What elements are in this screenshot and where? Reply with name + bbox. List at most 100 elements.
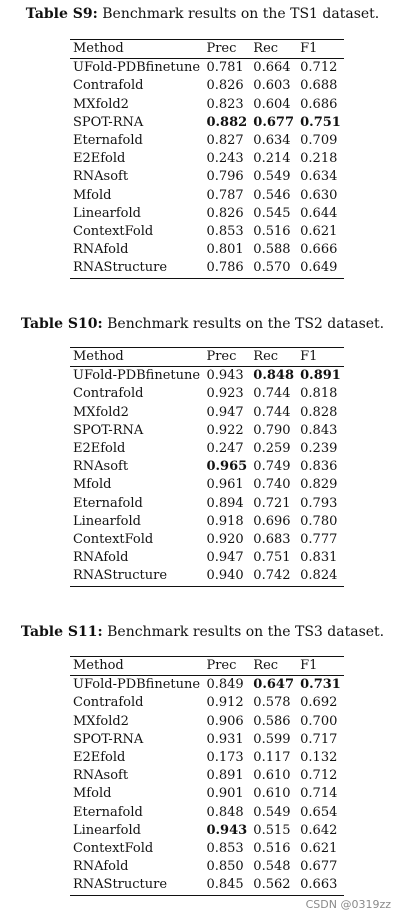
cell-prec: 0.943	[203, 822, 250, 840]
cell-f1: 0.654	[297, 804, 344, 822]
cell-prec: 0.823	[203, 96, 250, 114]
cell-method: MXfold2	[70, 713, 203, 731]
cell-f1: 0.751	[297, 114, 344, 132]
table-caption-text: Benchmark results on the TS1 dataset.	[98, 6, 379, 22]
cell-prec: 0.781	[203, 59, 250, 78]
table-row: Mfold 0.901 0.610 0.714	[70, 785, 344, 803]
table-row: RNAfold 0.850 0.548 0.677	[70, 858, 344, 876]
table-row: E2Efold 0.173 0.117 0.132	[70, 749, 344, 767]
header-method: Method	[70, 657, 203, 676]
cell-prec: 0.965	[203, 458, 250, 476]
cell-f1: 0.132	[297, 749, 344, 767]
cell-rec: 0.744	[250, 404, 297, 422]
cell-f1: 0.634	[297, 168, 344, 186]
cell-method: RNAStructure	[70, 259, 203, 278]
cell-method: Linearfold	[70, 513, 203, 531]
cell-rec: 0.749	[250, 458, 297, 476]
cell-prec: 0.801	[203, 241, 250, 259]
header-rec: Rec	[250, 348, 297, 367]
cell-f1: 0.780	[297, 513, 344, 531]
table-row: UFold-PDBfinetune 0.781 0.664 0.712	[70, 59, 344, 78]
table-row: Linearfold 0.826 0.545 0.644	[70, 205, 344, 223]
cell-method: ContextFold	[70, 840, 203, 858]
cell-method: Linearfold	[70, 822, 203, 840]
cell-method: SPOT-RNA	[70, 422, 203, 440]
cell-method: UFold-PDBfinetune	[70, 59, 203, 78]
cell-method: SPOT-RNA	[70, 114, 203, 132]
table-row: SPOT-RNA 0.931 0.599 0.717	[70, 731, 344, 749]
cell-rec: 0.562	[250, 876, 297, 895]
table-label: Table S9:	[26, 6, 98, 22]
cell-f1: 0.218	[297, 150, 344, 168]
table-row: Contrafold 0.912 0.578 0.692	[70, 694, 344, 712]
cell-method: Linearfold	[70, 205, 203, 223]
cell-f1: 0.731	[297, 676, 344, 695]
cell-prec: 0.853	[203, 840, 250, 858]
cell-f1: 0.793	[297, 495, 344, 513]
header-prec: Prec	[203, 348, 250, 367]
table-row: Mfold 0.961 0.740 0.829	[70, 476, 344, 494]
cell-prec: 0.853	[203, 223, 250, 241]
cell-f1: 0.630	[297, 187, 344, 205]
cell-f1: 0.709	[297, 132, 344, 150]
cell-rec: 0.721	[250, 495, 297, 513]
cell-rec: 0.549	[250, 804, 297, 822]
cell-f1: 0.686	[297, 96, 344, 114]
cell-prec: 0.849	[203, 676, 250, 695]
watermark: CSDN @0319zz	[306, 898, 391, 911]
table-label: Table S11:	[21, 624, 103, 640]
cell-method: RNAsoft	[70, 767, 203, 785]
table-row: UFold-PDBfinetune 0.943 0.848 0.891	[70, 367, 344, 386]
cell-f1: 0.712	[297, 59, 344, 78]
cell-rec: 0.259	[250, 440, 297, 458]
cell-prec: 0.243	[203, 150, 250, 168]
cell-rec: 0.742	[250, 567, 297, 586]
cell-rec: 0.516	[250, 840, 297, 858]
cell-prec: 0.922	[203, 422, 250, 440]
cell-prec: 0.850	[203, 858, 250, 876]
table-row: UFold-PDBfinetune 0.849 0.647 0.731	[70, 676, 344, 695]
cell-f1: 0.777	[297, 531, 344, 549]
table-row: SPOT-RNA 0.922 0.790 0.843	[70, 422, 344, 440]
cell-prec: 0.918	[203, 513, 250, 531]
cell-f1: 0.663	[297, 876, 344, 895]
cell-rec: 0.790	[250, 422, 297, 440]
cell-rec: 0.634	[250, 132, 297, 150]
cell-prec: 0.901	[203, 785, 250, 803]
table-row: Eternafold 0.848 0.549 0.654	[70, 804, 344, 822]
header-rec: Rec	[250, 40, 297, 59]
table-caption-text: Benchmark results on the TS2 dataset.	[103, 316, 384, 332]
header-method: Method	[70, 348, 203, 367]
cell-prec: 0.961	[203, 476, 250, 494]
cell-rec: 0.740	[250, 476, 297, 494]
cell-method: Contrafold	[70, 694, 203, 712]
cell-method: Contrafold	[70, 77, 203, 95]
table-row: RNAStructure 0.786 0.570 0.649	[70, 259, 344, 278]
table-row: E2Efold 0.247 0.259 0.239	[70, 440, 344, 458]
cell-method: UFold-PDBfinetune	[70, 367, 203, 386]
table-row: Contrafold 0.826 0.603 0.688	[70, 77, 344, 95]
table-row: RNAfold 0.801 0.588 0.666	[70, 241, 344, 259]
table-row: RNAsoft 0.965 0.749 0.836	[70, 458, 344, 476]
cell-rec: 0.117	[250, 749, 297, 767]
table-row: Mfold 0.787 0.546 0.630	[70, 187, 344, 205]
table-row: MXfold2 0.823 0.604 0.686	[70, 96, 344, 114]
cell-prec: 0.943	[203, 367, 250, 386]
cell-prec: 0.247	[203, 440, 250, 458]
header-prec: Prec	[203, 40, 250, 59]
cell-method: ContextFold	[70, 531, 203, 549]
cell-method: Eternafold	[70, 804, 203, 822]
header-f1: F1	[297, 657, 344, 676]
table-label: Table S10:	[21, 316, 103, 332]
cell-method: SPOT-RNA	[70, 731, 203, 749]
cell-rec: 0.586	[250, 713, 297, 731]
cell-f1: 0.700	[297, 713, 344, 731]
cell-prec: 0.845	[203, 876, 250, 895]
cell-f1: 0.642	[297, 822, 344, 840]
cell-method: Eternafold	[70, 495, 203, 513]
cell-f1: 0.717	[297, 731, 344, 749]
cell-prec: 0.940	[203, 567, 250, 586]
cell-method: RNAfold	[70, 858, 203, 876]
table-row: RNAStructure 0.940 0.742 0.824	[70, 567, 344, 586]
table-row: Eternafold 0.827 0.634 0.709	[70, 132, 344, 150]
